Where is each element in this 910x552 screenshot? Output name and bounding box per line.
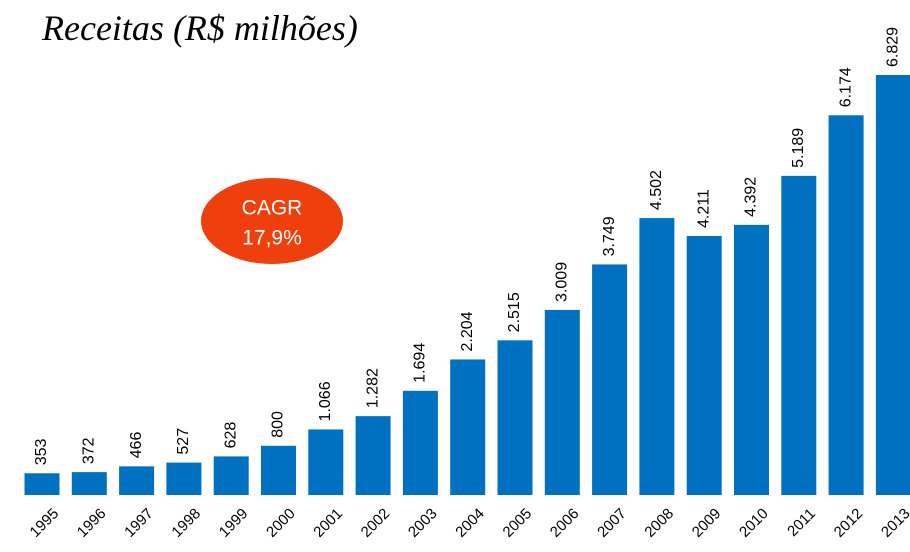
value-label: 3.009 (554, 262, 571, 302)
x-tick-label: 2009 (689, 505, 725, 541)
bar (355, 416, 391, 495)
x-tick-label: 1996 (74, 505, 110, 541)
x-tick-label: 2010 (736, 505, 772, 541)
value-label: 800 (270, 411, 287, 438)
value-label: 4.392 (743, 177, 760, 217)
x-tick-label: 1997 (121, 505, 157, 541)
x-tick-label: 2005 (500, 505, 536, 541)
bar (639, 218, 675, 495)
bar (308, 429, 344, 495)
bar (71, 472, 107, 495)
bar (828, 115, 864, 495)
x-tick-label: 1999 (216, 505, 252, 541)
bar (24, 473, 60, 495)
value-label: 353 (33, 438, 50, 465)
annotation: CAGR (242, 197, 303, 220)
value-label: 2.204 (459, 311, 476, 351)
cagr-bubble (201, 178, 343, 264)
bar (261, 445, 296, 495)
x-tick-label: 2003 (405, 505, 441, 541)
value-label: 1.066 (317, 381, 334, 421)
value-label: 4.211 (695, 189, 712, 228)
x-tick-label: 2006 (547, 505, 583, 541)
x-tick-label: 1995 (27, 505, 63, 541)
x-tick-label: 2012 (831, 505, 867, 541)
value-label: 466 (128, 432, 145, 459)
x-tick-label: 2011 (784, 505, 819, 540)
bar (119, 466, 155, 495)
value-label: 3.749 (601, 216, 618, 256)
value-label: 372 (81, 437, 98, 464)
value-label: 4.502 (648, 170, 665, 210)
bar (781, 175, 817, 496)
bar (875, 75, 910, 495)
value-label: 527 (175, 428, 192, 455)
x-tick-label: 2013 (878, 505, 910, 541)
x-tick-label: 2002 (358, 505, 394, 541)
x-tick-label: 2000 (263, 505, 299, 541)
bar (592, 264, 628, 495)
bar (213, 456, 249, 495)
value-label: 1.282 (364, 368, 381, 408)
x-tick-label: 1998 (168, 505, 204, 541)
bar (734, 224, 769, 495)
x-tick-label: 2004 (452, 505, 488, 541)
annotation: 17,9% (242, 227, 302, 250)
bar (402, 390, 438, 495)
value-label: 6.174 (837, 67, 854, 107)
value-label: 628 (222, 422, 239, 449)
value-label: 5.189 (790, 128, 807, 168)
value-label: 1.694 (412, 343, 429, 383)
x-tick-label: 2007 (594, 505, 630, 541)
x-tick-label: 2001 (310, 505, 346, 541)
value-label: 2.515 (506, 292, 523, 332)
bar (450, 359, 486, 495)
value-label: 6.829 (885, 27, 902, 67)
bar (497, 340, 533, 495)
x-tick-label: 2008 (641, 505, 677, 541)
bar (166, 462, 202, 495)
bar (686, 236, 722, 496)
chart-title: Receitas (R$ milhões) (41, 8, 358, 48)
bar (544, 309, 580, 495)
